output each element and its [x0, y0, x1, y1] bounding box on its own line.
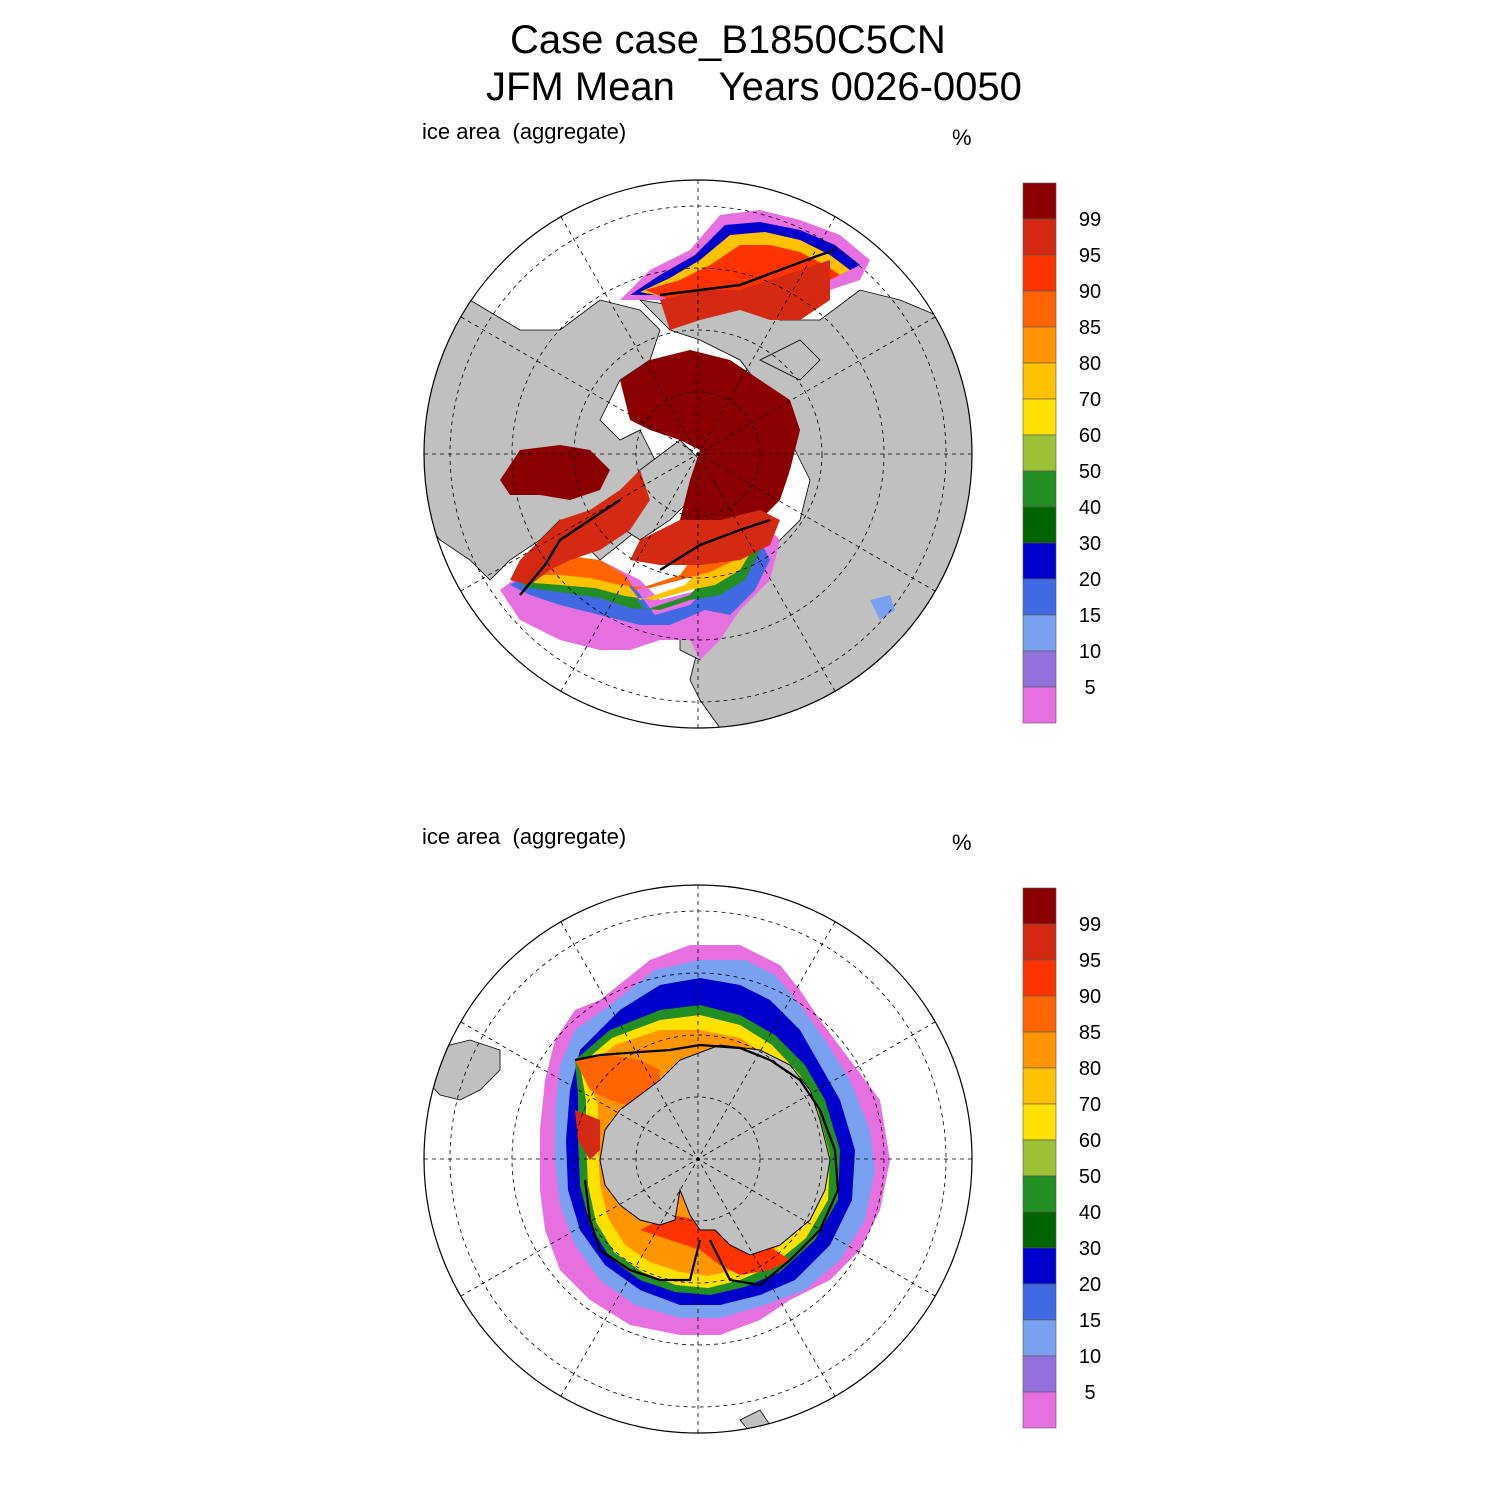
north-colorbar-box — [1022, 398, 1057, 436]
south-panel-units: % — [952, 830, 972, 855]
south-colorbar-tick-label: 95 — [1079, 950, 1101, 972]
north-colorbar-tick-label: 10 — [1079, 641, 1101, 663]
south-colorbar-box — [1022, 1067, 1057, 1105]
north-colorbar-box — [1022, 686, 1057, 724]
north-colorbar-tick-label: 70 — [1079, 389, 1101, 411]
north-colorbar-box — [1022, 218, 1057, 256]
figure-title-line1: Case case_B1850C5CN — [510, 18, 946, 62]
south-colorbar-tick-label: 50 — [1079, 1166, 1101, 1188]
south-colorbar-tick-label: 10 — [1079, 1346, 1101, 1368]
south-colorbar-box — [1022, 995, 1057, 1033]
north-colorbar-tick-label: 80 — [1079, 353, 1101, 375]
south-colorbar-box — [1022, 1103, 1057, 1141]
south-colorbar-tick-label: 5 — [1084, 1382, 1095, 1404]
north-colorbar-tick-label: 90 — [1079, 281, 1101, 303]
south-colorbar-box — [1022, 887, 1057, 925]
north-colorbar-box — [1022, 182, 1057, 220]
north-colorbar-tick-label: 30 — [1079, 533, 1101, 555]
south-colorbar-box — [1022, 959, 1057, 997]
south-colorbar-tick-label: 85 — [1079, 1022, 1101, 1044]
north-colorbar-tick-label: 15 — [1079, 605, 1101, 627]
north-colorbar-tick-label: 60 — [1079, 425, 1101, 447]
south-colorbar-box — [1022, 923, 1057, 961]
north-colorbar-tick-label: 50 — [1079, 461, 1101, 483]
south-colorbar-box — [1022, 1247, 1057, 1285]
north-colorbar-box — [1022, 506, 1057, 544]
north-colorbar-tick-label: 40 — [1079, 497, 1101, 519]
north-colorbar-box — [1022, 254, 1057, 292]
north-colorbar-tick-label: 20 — [1079, 569, 1101, 591]
south-colorbar-box — [1022, 1139, 1057, 1177]
south-colorbar-box — [1022, 1031, 1057, 1069]
south-colorbar-tick-label: 80 — [1079, 1058, 1101, 1080]
south-colorbar: 99 95 90 85 80 70 60 50 40 30 20 15 10 5 — [1022, 887, 1101, 1429]
north-colorbar-box — [1022, 290, 1057, 328]
south-polar-map — [424, 885, 972, 1433]
figure-title-line2: JFM Mean Years 0026-0050 — [486, 65, 1022, 109]
north-colorbar-box — [1022, 614, 1057, 652]
north-colorbar-box — [1022, 326, 1057, 364]
south-colorbar-box — [1022, 1283, 1057, 1321]
north-graticule — [424, 180, 972, 728]
north-panel-field-label: ice area (aggregate) — [422, 119, 627, 144]
south-colorbar-tick-label: 99 — [1079, 914, 1101, 936]
north-polar-map — [424, 180, 972, 728]
south-graticule — [424, 885, 972, 1433]
north-colorbar-tick-label: 5 — [1084, 677, 1095, 699]
south-colorbar-tick-label: 15 — [1079, 1310, 1101, 1332]
south-colorbar-box — [1022, 1175, 1057, 1213]
south-colorbar-tick-label: 30 — [1079, 1238, 1101, 1260]
north-ice — [500, 210, 895, 660]
north-colorbar-tick-label: 95 — [1079, 245, 1101, 267]
south-colorbar-tick-label: 60 — [1079, 1130, 1101, 1152]
south-panel-field-label: ice area (aggregate) — [422, 824, 627, 849]
north-colorbar-box — [1022, 578, 1057, 616]
south-colorbar-box — [1022, 1319, 1057, 1357]
south-colorbar-box — [1022, 1355, 1057, 1393]
south-colorbar-tick-label: 90 — [1079, 986, 1101, 1008]
north-colorbar-tick-label: 85 — [1079, 317, 1101, 339]
south-colorbar-tick-label: 70 — [1079, 1094, 1101, 1116]
south-colorbar-tick-label: 40 — [1079, 1202, 1101, 1224]
north-colorbar-box — [1022, 434, 1057, 472]
north-colorbar-box — [1022, 542, 1057, 580]
south-colorbar-box — [1022, 1211, 1057, 1249]
south-colorbar-tick-label: 20 — [1079, 1274, 1101, 1296]
south-colorbar-box — [1022, 1391, 1057, 1429]
north-colorbar-box — [1022, 362, 1057, 400]
north-panel-units: % — [952, 125, 972, 150]
north-colorbar-box — [1022, 650, 1057, 688]
north-colorbar-box — [1022, 470, 1057, 508]
north-colorbar-tick-label: 99 — [1079, 209, 1101, 231]
north-colorbar: 99 95 90 85 80 70 60 50 40 30 20 15 10 5 — [1022, 182, 1101, 724]
